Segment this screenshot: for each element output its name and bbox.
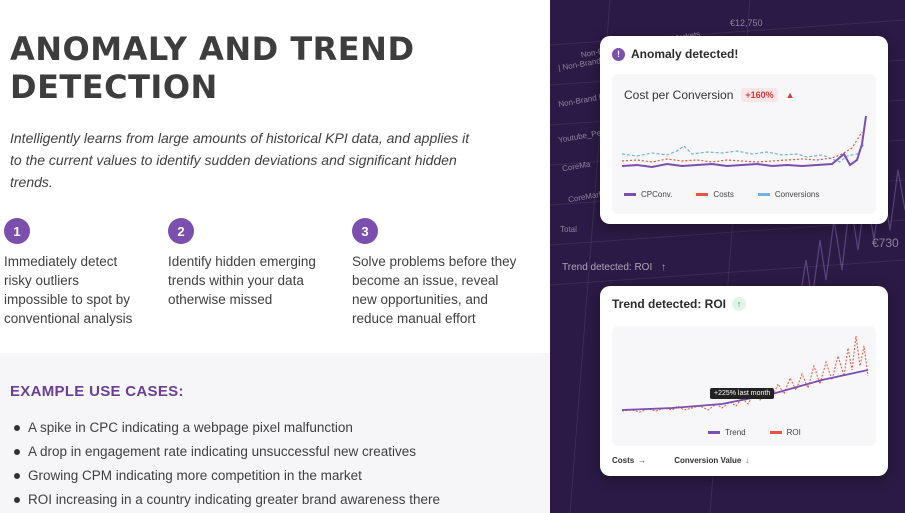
bg-amount-2: €730 [872,236,899,250]
up-arrow-icon: ↑ [732,297,747,311]
list-item: A drop in engagement rate indicating uns… [14,440,440,464]
legend-costs: Costs [696,190,734,199]
step-1: 1 Immediately detect risky outliers impo… [4,218,179,328]
trend-legend: Trend ROI [708,428,801,437]
legend-label: Costs [713,190,734,199]
anomaly-card-title: ! Anomaly detected! [612,47,738,61]
use-cases-list: A spike in CPC indicating a webpage pixe… [14,416,440,512]
step-3: 3 Solve problems before they become an i… [352,218,527,328]
step-number-badge: 3 [352,218,378,244]
down-arrow-icon: ↓ [745,456,750,465]
footer-label: Conversion Value [674,456,742,465]
use-cases-title: EXAMPLE USE CASES: [10,383,184,400]
intro-text: Intelligently learns from large amounts … [10,130,470,190]
legend-trend: Trend [708,428,746,437]
roi-series [621,335,869,413]
trend-title-text: Trend detected: ROI [612,297,727,311]
cpconv-series [621,115,867,169]
footer-conversion-value[interactable]: Conversion Value ↓ [674,456,749,465]
legend-label: ROI [786,428,801,437]
legend-conversions: Conversions [757,190,820,199]
bg-up-arrow-icon: ↑ [661,262,667,273]
trend-footer: Costs → Conversion Value ↓ [612,456,749,465]
step-2: 2 Identify hidden emerging trends within… [168,218,343,309]
list-item: A spike in CPC indicating a webpage pixe… [14,416,440,440]
metric-header: Cost per Conversion +160% ▲ [624,88,795,102]
up-arrow-icon: ▲ [785,90,795,100]
footer-costs[interactable]: Costs → [612,456,646,465]
use-cases-section: EXAMPLE USE CASES: A spike in CPC indica… [0,353,550,513]
title-line-2: DETECTION [10,68,218,106]
page-title: ANOMALY AND TREND DETECTION [10,30,530,106]
anomaly-chart-area: Cost per Conversion +160% ▲ CPConv. Cost… [612,74,876,214]
step-number-badge: 2 [168,218,194,244]
step-text: Identify hidden emerging trends within y… [168,254,316,307]
bg-trend-label: Trend detected: ROI ↑ [562,262,666,273]
anomaly-legend: CPConv. Costs Conversions [624,190,819,199]
change-badge: +160% [741,88,778,102]
alert-icon: ! [612,47,625,61]
legend-roi: ROI [769,428,801,437]
step-text: Solve problems before they become an iss… [352,254,517,326]
trend-chart-area: +225% last month Trend ROI [612,326,876,446]
list-item: ROI increasing in a country indicating g… [14,488,440,512]
dashboard-panel: Non-Brand | Brand | Core Markets | Non-B… [550,0,905,513]
right-arrow-icon: → [638,456,647,465]
footer-label: Costs [612,456,635,465]
legend-label: CPConv. [641,190,673,199]
bg-trend-text: Trend detected: ROI [562,262,653,273]
anomaly-line-chart [621,115,867,169]
left-content: ANOMALY AND TREND DETECTION Intelligentl… [0,30,550,513]
legend-label: Conversions [774,190,820,199]
trend-series [621,369,869,411]
step-text: Immediately detect risky outliers imposs… [4,254,133,326]
anomaly-title-text: Anomaly detected! [631,47,739,61]
bg-row-total: Total [560,225,577,234]
title-line-1: ANOMALY AND TREND [10,30,415,68]
conversions-series [621,143,865,163]
step-number-badge: 1 [4,218,30,244]
trend-tooltip: +225% last month [710,388,775,399]
trend-line-chart [621,335,869,413]
list-item: Growing CPM indicating more competition … [14,464,440,488]
bg-amount-1: €12,750 [730,18,763,28]
trend-card[interactable]: Trend detected: ROI ↑ +225% last month T… [600,286,888,476]
legend-label: Trend [725,428,746,437]
costs-series [621,131,863,163]
metric-name: Cost per Conversion [624,88,734,102]
steps-row: 1 Immediately detect risky outliers impo… [0,218,550,328]
legend-cpconv: CPConv. [624,190,672,199]
anomaly-card[interactable]: ! Anomaly detected! Cost per Conversion … [600,36,888,224]
trend-card-title: Trend detected: ROI ↑ [612,297,747,311]
